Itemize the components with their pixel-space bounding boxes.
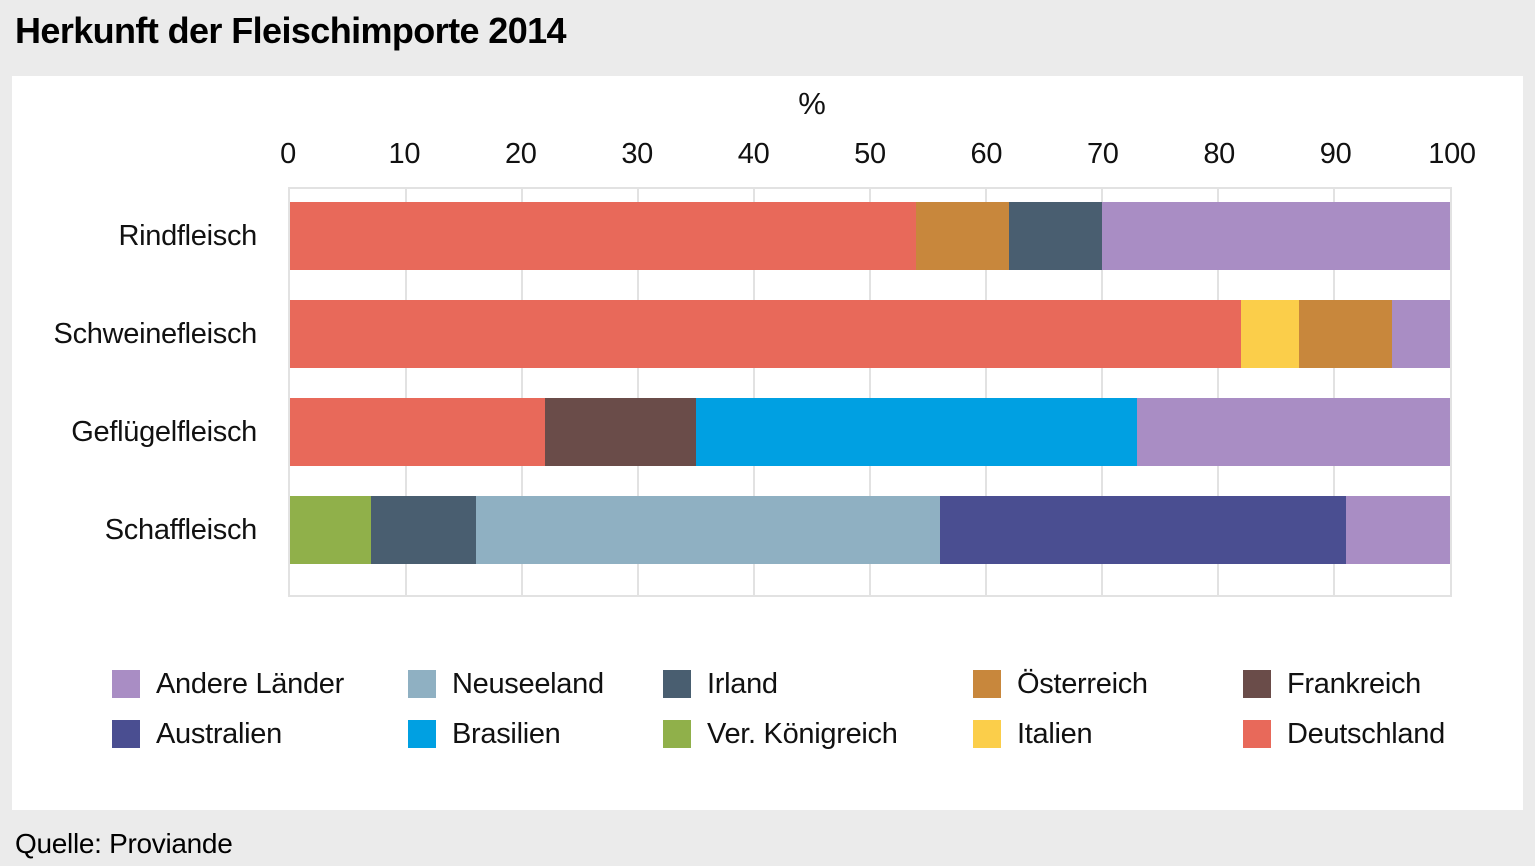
gridline-80 — [1217, 189, 1219, 595]
legend-item-deutschland: Deutschland — [1243, 717, 1445, 750]
legend-swatch-deutschland — [1243, 720, 1271, 748]
x-tick-label-30: 30 — [621, 138, 654, 170]
legend-item-brasilien: Brasilien — [408, 717, 561, 750]
legend-label-irland: Irland — [707, 667, 778, 700]
gridline-70 — [1101, 189, 1103, 595]
bar-segment-schweinefleisch-italien — [1241, 300, 1300, 368]
legend-item-irland: Irland — [663, 667, 778, 700]
legend-swatch-italien — [973, 720, 1001, 748]
bar-segment-gefl-gelfleisch-brasilien — [695, 398, 1137, 466]
bar-segment-schaffleisch-andere-l-nder — [1345, 496, 1450, 564]
legend-swatch-australien — [112, 720, 140, 748]
legend-item-ver-k-nigreich: Ver. Königreich — [663, 717, 898, 750]
legend-item-neuseeland: Neuseeland — [408, 667, 604, 700]
gridline-20 — [521, 189, 523, 595]
bar-segment-rindfleisch-irland — [1009, 202, 1102, 270]
bar-row-schaffleisch — [290, 496, 1450, 564]
legend-label-italien: Italien — [1017, 717, 1093, 750]
legend-label-australien: Australien — [156, 717, 282, 750]
x-tick-label-90: 90 — [1319, 138, 1352, 170]
legend-label-brasilien: Brasilien — [452, 717, 561, 750]
legend-swatch-neuseeland — [408, 670, 436, 698]
bar-segment-schaffleisch-ver-k-nigreich — [290, 496, 372, 564]
legend-swatch-ver-k-nigreich — [663, 720, 691, 748]
bar-segment-rindfleisch-deutschland — [290, 202, 917, 270]
bar-segment-gefl-gelfleisch-frankreich — [545, 398, 696, 466]
source-caption: Quelle: Proviande — [15, 828, 233, 859]
legend-label-frankreich: Frankreich — [1287, 667, 1421, 700]
legend-label-sterreich: Österreich — [1017, 667, 1148, 700]
legend-item-italien: Italien — [973, 717, 1093, 750]
legend-item-andere-l-nder: Andere Länder — [112, 667, 344, 700]
legend-label-neuseeland: Neuseeland — [452, 667, 604, 700]
legend-label-ver-k-nigreich: Ver. Königreich — [707, 717, 898, 750]
bar-segment-schweinefleisch-deutschland — [290, 300, 1242, 368]
legend-swatch-irland — [663, 670, 691, 698]
x-axis-unit-label: % — [798, 86, 826, 121]
x-tick-label-80: 80 — [1203, 138, 1236, 170]
bar-row-gefl-gelfleisch — [290, 398, 1450, 466]
gridline-50 — [869, 189, 871, 595]
gridline-90 — [1333, 189, 1335, 595]
x-tick-label-20: 20 — [504, 138, 537, 170]
bar-row-schweinefleisch — [290, 300, 1450, 368]
x-tick-label-10: 10 — [388, 138, 421, 170]
category-label-schaffleisch: Schaffleisch — [104, 514, 258, 546]
bar-segment-gefl-gelfleisch-deutschland — [290, 398, 546, 466]
category-label-schweinefleisch: Schweinefleisch — [53, 318, 258, 350]
legend-swatch-andere-l-nder — [112, 670, 140, 698]
legend-label-andere-l-nder: Andere Länder — [156, 667, 344, 700]
legend-item-sterreich: Österreich — [973, 667, 1148, 700]
legend-item-frankreich: Frankreich — [1243, 667, 1421, 700]
bar-segment-schweinefleisch-andere-l-nder — [1391, 300, 1450, 368]
x-tick-label-100: 100 — [1428, 138, 1476, 170]
x-tick-label-70: 70 — [1086, 138, 1119, 170]
x-tick-label-50: 50 — [854, 138, 886, 170]
legend-item-australien: Australien — [112, 717, 282, 750]
category-label-gefl-gelfleisch: Geflügelfleisch — [71, 416, 257, 448]
legend-swatch-sterreich — [973, 670, 1001, 698]
gridline-10 — [405, 189, 407, 595]
x-tick-label-60: 60 — [970, 138, 1003, 170]
bar-segment-rindfleisch-andere-l-nder — [1101, 202, 1450, 270]
x-tick-label-0: 0 — [280, 138, 296, 170]
bar-row-rindfleisch — [290, 202, 1450, 270]
bar-segment-rindfleisch-sterreich — [916, 202, 1010, 270]
plot-area — [288, 187, 1452, 597]
gridline-60 — [985, 189, 987, 595]
chart-title: Herkunft der Fleischimporte 2014 — [15, 10, 567, 51]
legend-swatch-frankreich — [1243, 670, 1271, 698]
gridline-40 — [753, 189, 755, 595]
bar-segment-gefl-gelfleisch-andere-l-nder — [1136, 398, 1450, 466]
legend-label-deutschland: Deutschland — [1287, 717, 1445, 750]
gridline-30 — [637, 189, 639, 595]
bar-segment-schaffleisch-neuseeland — [475, 496, 940, 564]
bar-segment-schweinefleisch-sterreich — [1299, 300, 1392, 368]
legend-swatch-brasilien — [408, 720, 436, 748]
bar-segment-schaffleisch-australien — [939, 496, 1346, 564]
x-tick-label-40: 40 — [737, 138, 770, 170]
category-label-rindfleisch: Rindfleisch — [118, 220, 257, 252]
bar-segment-schaffleisch-irland — [371, 496, 476, 564]
